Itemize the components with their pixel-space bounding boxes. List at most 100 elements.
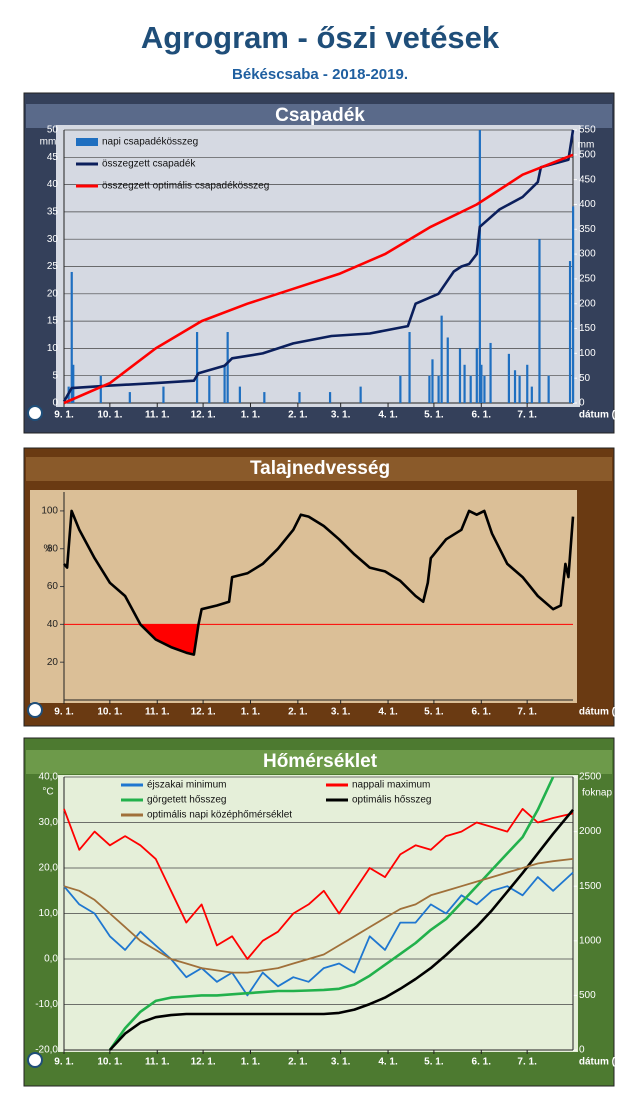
page-title: Agrogram - őszi vetések [141, 20, 500, 55]
bar [208, 375, 211, 403]
y2-unit: foknap [582, 788, 612, 799]
y-tick-label: 15 [47, 316, 59, 327]
y-tick-label: 50 [47, 125, 59, 136]
x-tick-label: 3. 1. [331, 410, 351, 421]
x-tick-label: 12. 1. [191, 410, 216, 421]
y-tick-label: 30,0 [39, 817, 59, 828]
x-tick-label: 11. 1. [145, 707, 170, 718]
y-tick-label: 10 [47, 343, 59, 354]
y2-tick-label: 400 [579, 199, 596, 210]
y-tick-label: 40 [47, 179, 59, 190]
y2-tick-label: 100 [579, 348, 596, 359]
y-tick-label: 5 [52, 370, 58, 381]
x-tick-label: 2. 1. [288, 707, 308, 718]
y-tick-label: 40 [47, 619, 59, 630]
line-series [62, 129, 575, 403]
panel-title-band [26, 750, 612, 774]
y-unit: mm [40, 137, 57, 148]
bar [572, 206, 575, 403]
bar [440, 315, 443, 403]
bar [489, 342, 492, 403]
y2-tick-label: 2000 [579, 826, 602, 837]
x-tick-label: 10. 1. [97, 707, 122, 718]
bar [480, 364, 483, 403]
bar [568, 261, 572, 403]
line-series [108, 808, 575, 1051]
legend-swatch [76, 138, 98, 146]
bar [526, 364, 529, 403]
page-subtitle: Békéscsaba - 2018-2019. [232, 66, 408, 83]
x-tick-label: 5. 1. [424, 1057, 444, 1068]
bar [408, 332, 411, 403]
line-series [108, 776, 555, 1051]
chart-title: Hőmérséklet [263, 751, 378, 772]
y-tick-label: 30 [47, 234, 59, 245]
bar [328, 392, 332, 403]
plot-background [30, 490, 577, 703]
chart-title: Talajnedvesség [250, 458, 390, 479]
x-tick-label: 7. 1. [517, 1057, 537, 1068]
legend-label: görgetett hősszeg [147, 795, 227, 806]
y-tick-label: 40,0 [39, 772, 59, 783]
y-unit: °C [42, 787, 53, 798]
x-tick-label: 9. 1. [54, 1057, 74, 1068]
bar [238, 386, 241, 403]
y-tick-label: 20 [47, 657, 59, 668]
bar [478, 130, 481, 403]
x-tick-label: 9. 1. [54, 410, 74, 421]
y2-tick-label: 300 [579, 249, 596, 260]
x-tick-label: 6. 1. [472, 410, 492, 421]
x-axis-label: dátum (hó.nap) [579, 410, 640, 421]
y-tick-label: 45 [47, 152, 59, 163]
x-tick-label: 6. 1. [472, 707, 492, 718]
x-tick-label: 3. 1. [331, 707, 351, 718]
y-tick-label: 10,0 [39, 908, 59, 919]
chart-title: Csapadék [275, 105, 365, 126]
y-tick-label: 20 [47, 288, 59, 299]
x-tick-label: 1. 1. [241, 410, 261, 421]
bar [431, 359, 434, 403]
line-series [63, 808, 574, 960]
y-tick-label: 35 [47, 207, 59, 218]
y2-tick-label: 500 [579, 990, 596, 1001]
bar [263, 392, 266, 403]
bar [226, 332, 229, 403]
bar [458, 348, 462, 403]
bar [483, 375, 486, 403]
bar [463, 364, 466, 403]
bar [530, 386, 533, 403]
y2-tick-label: 1500 [579, 881, 602, 892]
x-tick-label: 11. 1. [145, 1057, 170, 1068]
legend-label: összegzett optimális csapadékösszeg [102, 181, 269, 192]
legend-label: optimális hősszeg [352, 795, 431, 806]
logo [27, 702, 43, 718]
bar [162, 386, 165, 403]
line-series [63, 153, 574, 405]
x-tick-label: 2. 1. [288, 1057, 308, 1068]
y2-tick-label: 500 [579, 149, 596, 160]
bar [359, 386, 362, 403]
x-tick-label: 1. 1. [241, 1057, 261, 1068]
x-tick-label: 5. 1. [424, 410, 444, 421]
line-series [63, 858, 574, 974]
y2-tick-label: 250 [579, 274, 596, 285]
y-tick-label: 25 [47, 261, 59, 272]
x-tick-label: 11. 1. [145, 410, 170, 421]
bar [298, 392, 301, 403]
x-tick-label: 4. 1. [378, 707, 398, 718]
y2-tick-label: 0 [579, 1045, 585, 1056]
bar [538, 239, 541, 403]
bar [513, 370, 517, 403]
y2-tick-label: 1000 [579, 935, 602, 946]
y-tick-label: 0,0 [44, 954, 58, 965]
y-tick-label: 0 [52, 398, 58, 409]
x-tick-label: 1. 1. [241, 707, 261, 718]
y2-tick-label: 2500 [579, 772, 602, 783]
x-tick-label: 4. 1. [378, 1057, 398, 1068]
bar [437, 375, 440, 403]
bar [446, 337, 449, 403]
x-tick-label: 5. 1. [424, 707, 444, 718]
bar [72, 364, 75, 403]
bar [469, 375, 472, 403]
bar [399, 375, 402, 403]
